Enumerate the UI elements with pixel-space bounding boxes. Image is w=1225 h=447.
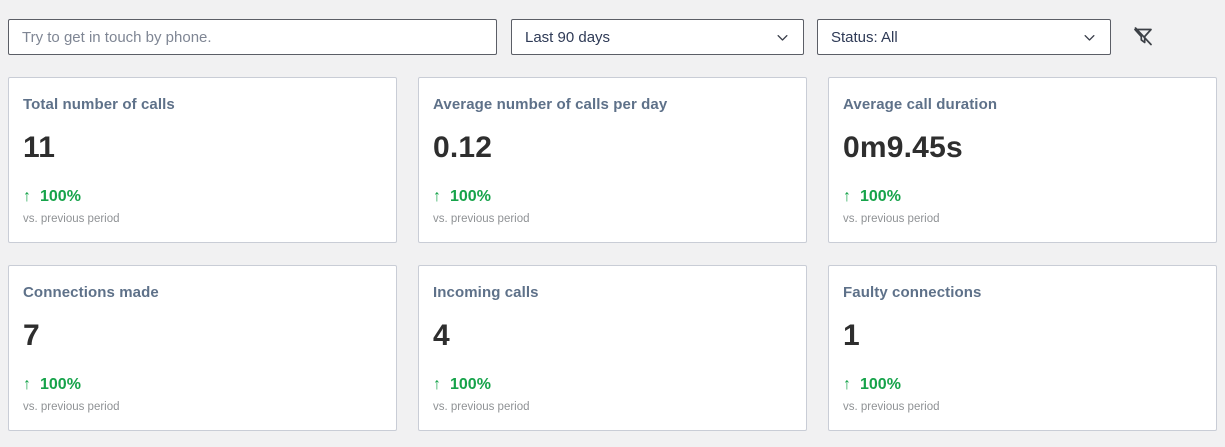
card-value: 0m9.45s (843, 131, 963, 164)
delta-value: 100% (450, 188, 491, 205)
card-value: 1 (843, 319, 860, 352)
search-input[interactable] (8, 19, 497, 55)
chevron-down-icon (1082, 30, 1097, 45)
arrow-up-icon: ↑ (433, 188, 441, 205)
card-delta: ↑ 100% (433, 377, 792, 393)
card-value: 11 (23, 131, 56, 164)
delta-value: 100% (860, 376, 901, 393)
status-select[interactable]: Status: All (817, 19, 1111, 55)
delta-value: 100% (40, 376, 81, 393)
stat-card-incoming-calls: Incoming calls 4 ↑ 100% vs. previous per… (418, 265, 807, 431)
date-range-value: Last 90 days (525, 28, 611, 46)
card-caption: vs. previous period (433, 401, 530, 413)
card-value: 4 (433, 319, 450, 352)
filters-toolbar: Last 90 days Status: All (8, 19, 1217, 55)
stat-card-avg-calls-per-day: Average number of calls per day 0.12 ↑ 1… (418, 77, 807, 243)
card-delta: ↑ 100% (843, 189, 1202, 205)
clear-filters-button[interactable] (1128, 22, 1158, 52)
card-caption: vs. previous period (433, 213, 530, 225)
arrow-up-icon: ↑ (23, 188, 31, 205)
arrow-up-icon: ↑ (433, 376, 441, 393)
stat-card-connections-made: Connections made 7 ↑ 100% vs. previous p… (8, 265, 397, 431)
chevron-down-icon (775, 30, 790, 45)
card-caption: vs. previous period (843, 213, 940, 225)
stat-card-avg-call-duration: Average call duration 0m9.45s ↑ 100% vs.… (828, 77, 1217, 243)
card-value: 7 (23, 319, 40, 352)
card-title: Total number of calls (23, 96, 175, 113)
card-delta: ↑ 100% (23, 189, 382, 205)
card-title: Faulty connections (843, 284, 982, 301)
card-title: Connections made (23, 284, 159, 301)
status-value: Status: All (831, 28, 898, 46)
card-value: 0.12 (433, 131, 493, 164)
card-title: Average number of calls per day (433, 96, 668, 113)
arrow-up-icon: ↑ (843, 376, 851, 393)
card-caption: vs. previous period (23, 213, 120, 225)
card-delta: ↑ 100% (23, 377, 382, 393)
card-title: Average call duration (843, 96, 998, 113)
delta-value: 100% (450, 376, 491, 393)
card-caption: vs. previous period (843, 401, 940, 413)
card-title: Incoming calls (433, 284, 539, 301)
card-caption: vs. previous period (23, 401, 120, 413)
delta-value: 100% (860, 188, 901, 205)
filter-off-icon (1131, 24, 1155, 51)
stats-grid: Total number of calls 11 ↑ 100% vs. prev… (8, 77, 1217, 431)
card-delta: ↑ 100% (433, 189, 792, 205)
card-delta: ↑ 100% (843, 377, 1202, 393)
delta-value: 100% (40, 188, 81, 205)
arrow-up-icon: ↑ (843, 188, 851, 205)
stat-card-faulty-connections: Faulty connections 1 ↑ 100% vs. previous… (828, 265, 1217, 431)
date-range-select[interactable]: Last 90 days (511, 19, 804, 55)
arrow-up-icon: ↑ (23, 376, 31, 393)
stat-card-total-calls: Total number of calls 11 ↑ 100% vs. prev… (8, 77, 397, 243)
